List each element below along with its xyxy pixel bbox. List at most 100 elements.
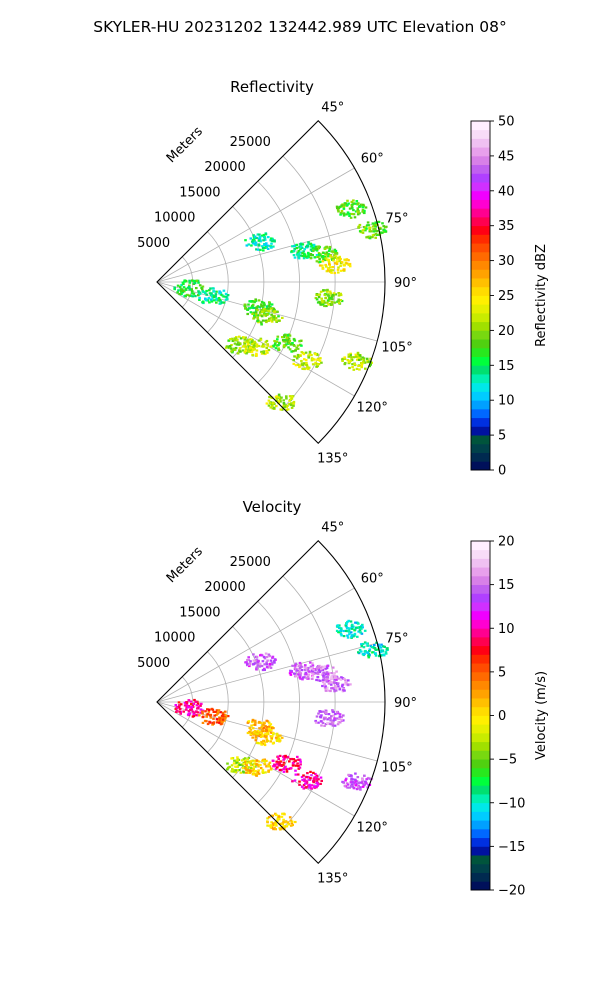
echo-pixel xyxy=(338,715,342,718)
echo-pixel xyxy=(321,710,325,713)
echo-pixel xyxy=(245,771,248,774)
echo-pixel xyxy=(340,715,343,718)
echo-pixel xyxy=(273,343,277,346)
echo-pixel xyxy=(309,665,313,668)
colorbar-segment xyxy=(471,593,490,603)
echo-pixel xyxy=(200,702,203,705)
echo-pixel xyxy=(315,365,318,368)
echo-pixel xyxy=(297,254,300,257)
colorbar-segment xyxy=(471,121,490,131)
echo-pixel xyxy=(175,706,179,709)
echo-pixel xyxy=(196,707,199,710)
echo-pixel xyxy=(255,354,258,357)
echo-pixel xyxy=(191,292,194,295)
echo-pixel xyxy=(215,290,218,293)
echo-pixel xyxy=(373,644,376,647)
echo-pixel xyxy=(261,234,264,237)
echo-pixel xyxy=(318,300,321,303)
echo-pixel xyxy=(233,342,237,345)
echo-pixel xyxy=(301,678,304,681)
echo-pixel xyxy=(192,713,195,716)
echo-pixel xyxy=(300,775,304,779)
echo-pixel xyxy=(248,730,251,734)
colorbar-segment xyxy=(471,417,490,427)
echo-pixel xyxy=(366,359,369,362)
echo-pixel xyxy=(246,769,250,772)
echo-pixel xyxy=(294,759,297,762)
echo-pixel xyxy=(251,731,254,734)
echo-pixel xyxy=(319,666,322,669)
echo-pixel xyxy=(331,250,334,253)
echo-pixel xyxy=(293,666,297,669)
echo-pixel xyxy=(261,758,265,761)
echo-pixel xyxy=(374,223,377,227)
echo-pixel xyxy=(360,362,364,365)
echo-pixel xyxy=(247,756,251,760)
echo-pixel xyxy=(260,664,264,668)
echo-pixel xyxy=(351,203,354,206)
echo-pixel xyxy=(300,669,304,672)
echo-pixel xyxy=(197,294,200,297)
echo-pixel xyxy=(318,670,322,673)
echo-pixel xyxy=(312,771,315,774)
azimuth-tick-label: 60° xyxy=(361,152,384,167)
echo-pixel xyxy=(315,786,318,789)
echo-pixel xyxy=(336,625,339,628)
echo-pixel xyxy=(215,709,219,712)
echo-pixel xyxy=(232,762,236,765)
echo-pixel xyxy=(258,236,262,239)
echo-pixel xyxy=(276,735,279,738)
echo-pixel xyxy=(286,821,290,824)
echo-pixel xyxy=(306,245,310,248)
echo-pixel xyxy=(352,787,356,790)
echo-pixel xyxy=(302,353,306,356)
echo-pixel xyxy=(182,286,186,289)
echo-pixel xyxy=(255,772,259,775)
colorbar-segment xyxy=(471,558,490,568)
echo-pixel xyxy=(178,707,182,711)
echo-pixel xyxy=(189,700,193,703)
echo-pixel xyxy=(330,271,333,274)
echo-pixel xyxy=(323,665,326,668)
echo-pixel xyxy=(363,774,366,777)
echo-pixel xyxy=(263,668,266,671)
echo-pixel xyxy=(179,703,183,706)
echo-pixel xyxy=(318,260,322,263)
echo-pixel xyxy=(264,243,267,246)
echo-pixel xyxy=(325,671,329,674)
echo-pixel xyxy=(222,301,225,304)
echo-pixel xyxy=(301,243,305,246)
echo-pixel xyxy=(266,319,269,322)
echo-pixel xyxy=(361,626,364,629)
echo-pixel xyxy=(277,396,281,399)
echo-pixel xyxy=(326,676,329,679)
echo-pixel xyxy=(353,778,357,781)
echo-pixel xyxy=(212,296,216,299)
echo-pixel xyxy=(366,651,370,654)
echo-pixel xyxy=(310,249,314,252)
echo-pixel xyxy=(257,237,261,240)
echo-pixel xyxy=(197,705,201,708)
echo-pixel xyxy=(239,771,243,774)
echo-pixel xyxy=(257,248,260,251)
echo-pixel xyxy=(268,317,271,320)
colorbar-segment xyxy=(471,549,490,559)
echo-pixel xyxy=(213,290,216,293)
echo-pixel xyxy=(265,402,269,405)
echo-pixel xyxy=(189,708,192,711)
colorbar-segment xyxy=(471,260,490,270)
echo-pixel xyxy=(344,202,348,205)
echo-pixel xyxy=(260,732,263,735)
echo-pixel xyxy=(364,780,367,783)
echo-pixel xyxy=(331,295,334,298)
echo-pixel xyxy=(268,663,272,666)
colorbar-segment xyxy=(471,602,490,612)
echo-pixel xyxy=(205,293,208,296)
echo-pixel xyxy=(176,291,179,294)
echo-pixel xyxy=(370,645,374,649)
echo-pixel xyxy=(235,343,239,346)
echo-pixel xyxy=(219,293,223,296)
echo-pixel xyxy=(267,726,271,729)
echo-pixel xyxy=(368,229,372,232)
echo-pixel xyxy=(243,759,247,762)
